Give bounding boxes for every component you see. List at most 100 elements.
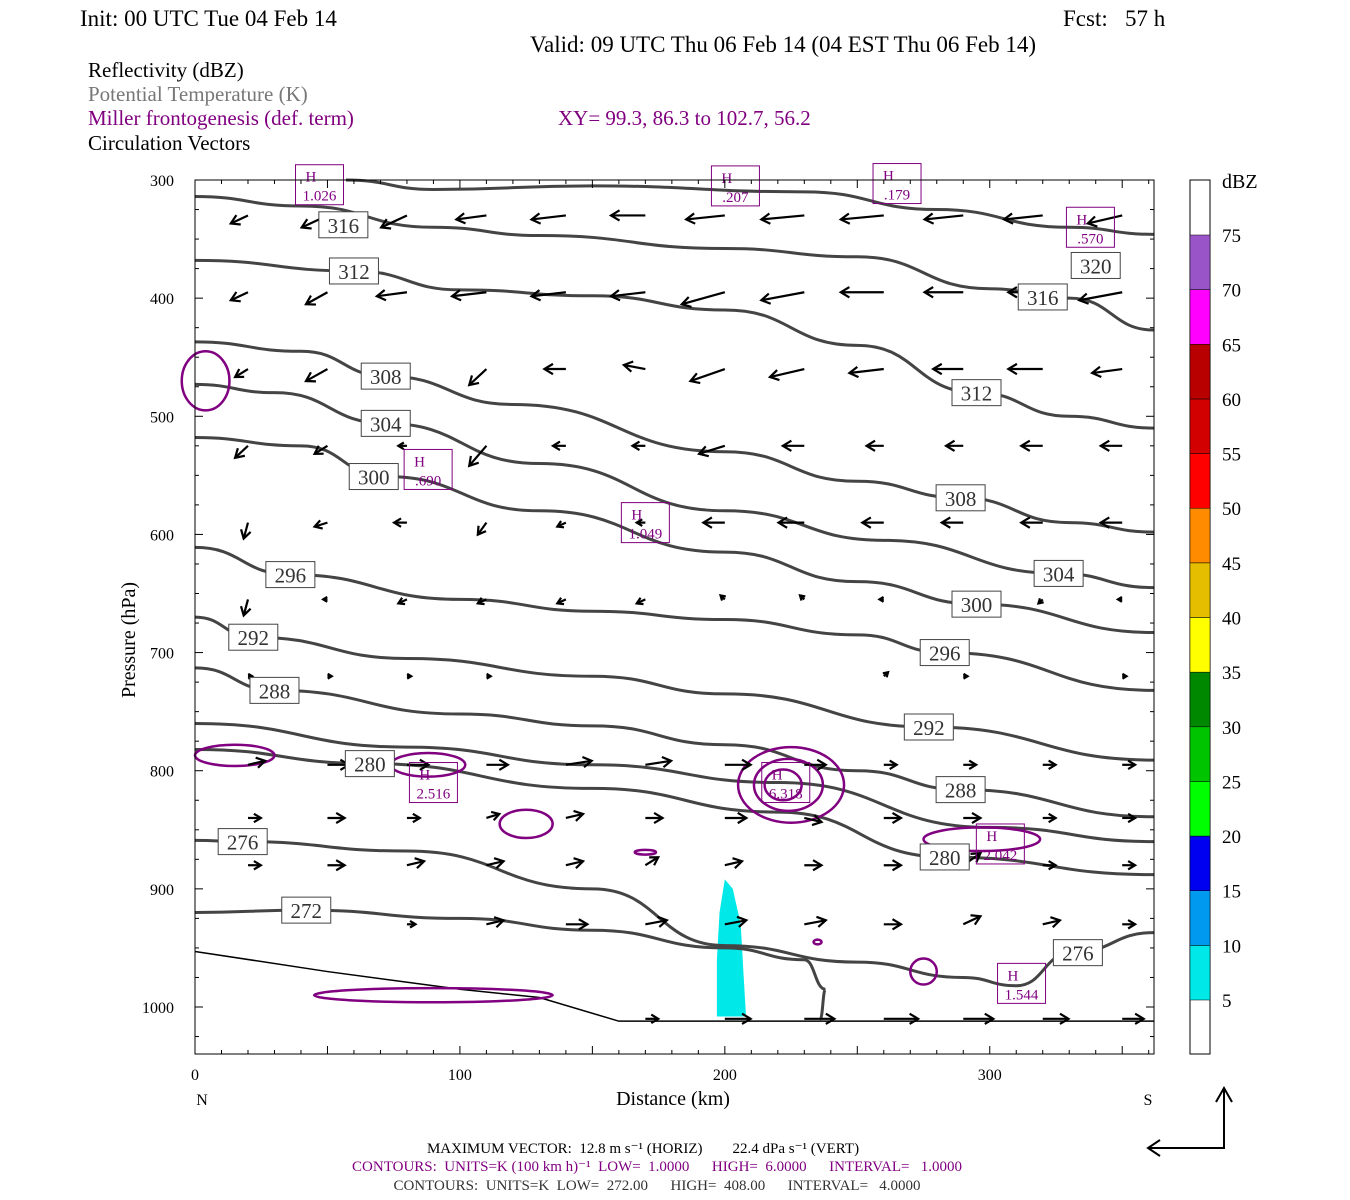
circulation-vector [724,758,753,771]
circulation-vector [804,859,824,872]
vector-head [475,597,485,606]
contour-label-text: 280 [354,753,386,777]
vector-head [449,289,462,302]
circulation-vector [645,811,665,825]
circulation-vector [391,517,407,528]
vector-head [1127,812,1138,824]
vector-head [1098,439,1110,452]
frontogenesis-contours [180,350,1042,1004]
vector-head [732,857,745,869]
theta-label-300: 300 [348,463,399,491]
vector-head [1121,672,1129,680]
circulation-vector [1001,212,1043,225]
contour-label-box [328,257,379,285]
max-label-letter: H [1076,212,1087,228]
circulation-vector [327,672,334,680]
max-label-box [975,823,1025,865]
colorbar-bin-10 [1189,890,1211,946]
vector-head [634,518,643,527]
colorbar-label: 75 [1222,226,1241,247]
vector-head [971,811,983,825]
contour-label-text: 304 [370,412,402,436]
vector-head [679,296,692,308]
vector-head [1085,215,1098,228]
vector-head [970,852,983,863]
circulation-vector [486,672,493,680]
theta-label-292: 292 [903,713,954,741]
vector-head [608,289,621,302]
max-label-value: .570 [1077,231,1103,247]
contour-label-text: 272 [291,899,323,923]
valid-time: Valid: 09 UTC Thu 06 Feb 14 (04 EST Thu … [530,32,1036,57]
vector-shaft [486,860,504,867]
colorbar-label: 60 [1222,390,1241,411]
circulation-vector [883,759,899,770]
vector-head [476,525,487,537]
circulation-vector [759,291,805,305]
vector-shaft [686,214,725,221]
vector-shaft [644,856,659,867]
contour-label-box [318,211,369,239]
circulation-vector [931,362,964,376]
circulation-vector [233,368,249,379]
vector-head [697,445,710,458]
circulation-vector [1042,1012,1071,1025]
circulation-vector [963,759,979,770]
circulation-vector [396,441,407,451]
colorbar-label: 30 [1222,718,1241,739]
max-label-box [295,164,345,206]
contour-label-text: 308 [370,365,402,389]
max-label-letter: H [772,768,783,784]
colorbar-bin-65 [1189,289,1211,345]
vector-head [922,212,935,225]
vector-shaft [698,444,726,455]
surface-line [194,950,1154,1022]
vector-head [759,292,772,305]
vector-shaft [234,445,249,459]
theta-label-280: 280 [919,843,970,871]
circulation-vector [550,440,566,451]
vector-head [228,291,241,303]
circulation-vector [645,1013,661,1024]
max-label-value: 2.042 [983,848,1017,864]
contour-label-box [935,776,986,804]
vector-head [1001,212,1014,225]
circulation-vector [304,368,328,383]
circulation-vector [621,360,646,373]
vector-head [649,856,661,866]
vector-head [391,517,402,528]
vector-head [939,516,951,529]
theta-label-272: 272 [281,896,332,924]
vector-head [555,597,565,606]
colorbar-bin-5 [1189,945,1211,1001]
vector-head [877,596,885,603]
vector-head [825,1012,837,1025]
frontogenesis-max-label: H .179 [872,163,922,205]
legend-xy: XY= 99.3, 86.3 to 102.7, 56.2 [558,106,811,130]
vector-head [573,857,586,869]
max-label-letter: H [883,169,894,185]
circulation-vector [701,516,725,529]
vector-head [718,593,726,601]
theta-label-312: 312 [328,257,379,285]
frontogenesis-max-label: H 1.026 [295,164,345,206]
circulation-vectors [228,209,1146,1025]
circulation-vector [1122,759,1138,770]
vector-shaft [690,367,726,383]
legend-vectors: Circulation Vectors [88,131,250,155]
vector-head [490,810,502,821]
max-label-value: 1.026 [303,189,337,205]
circulation-vector [1122,1012,1146,1025]
vector-head [889,759,899,770]
circulation-vector [963,1012,996,1025]
circulation-vector [767,367,805,382]
circulation-vector [374,289,408,302]
colorbar-label: 35 [1222,663,1241,684]
vector-head [891,859,904,872]
theta-label-288: 288 [249,676,300,704]
circulation-vector [877,596,885,603]
contour-label-text: 296 [275,564,307,588]
circulation-vector [882,670,890,678]
max-label-letter: H [986,829,997,845]
vector-head [312,445,324,455]
